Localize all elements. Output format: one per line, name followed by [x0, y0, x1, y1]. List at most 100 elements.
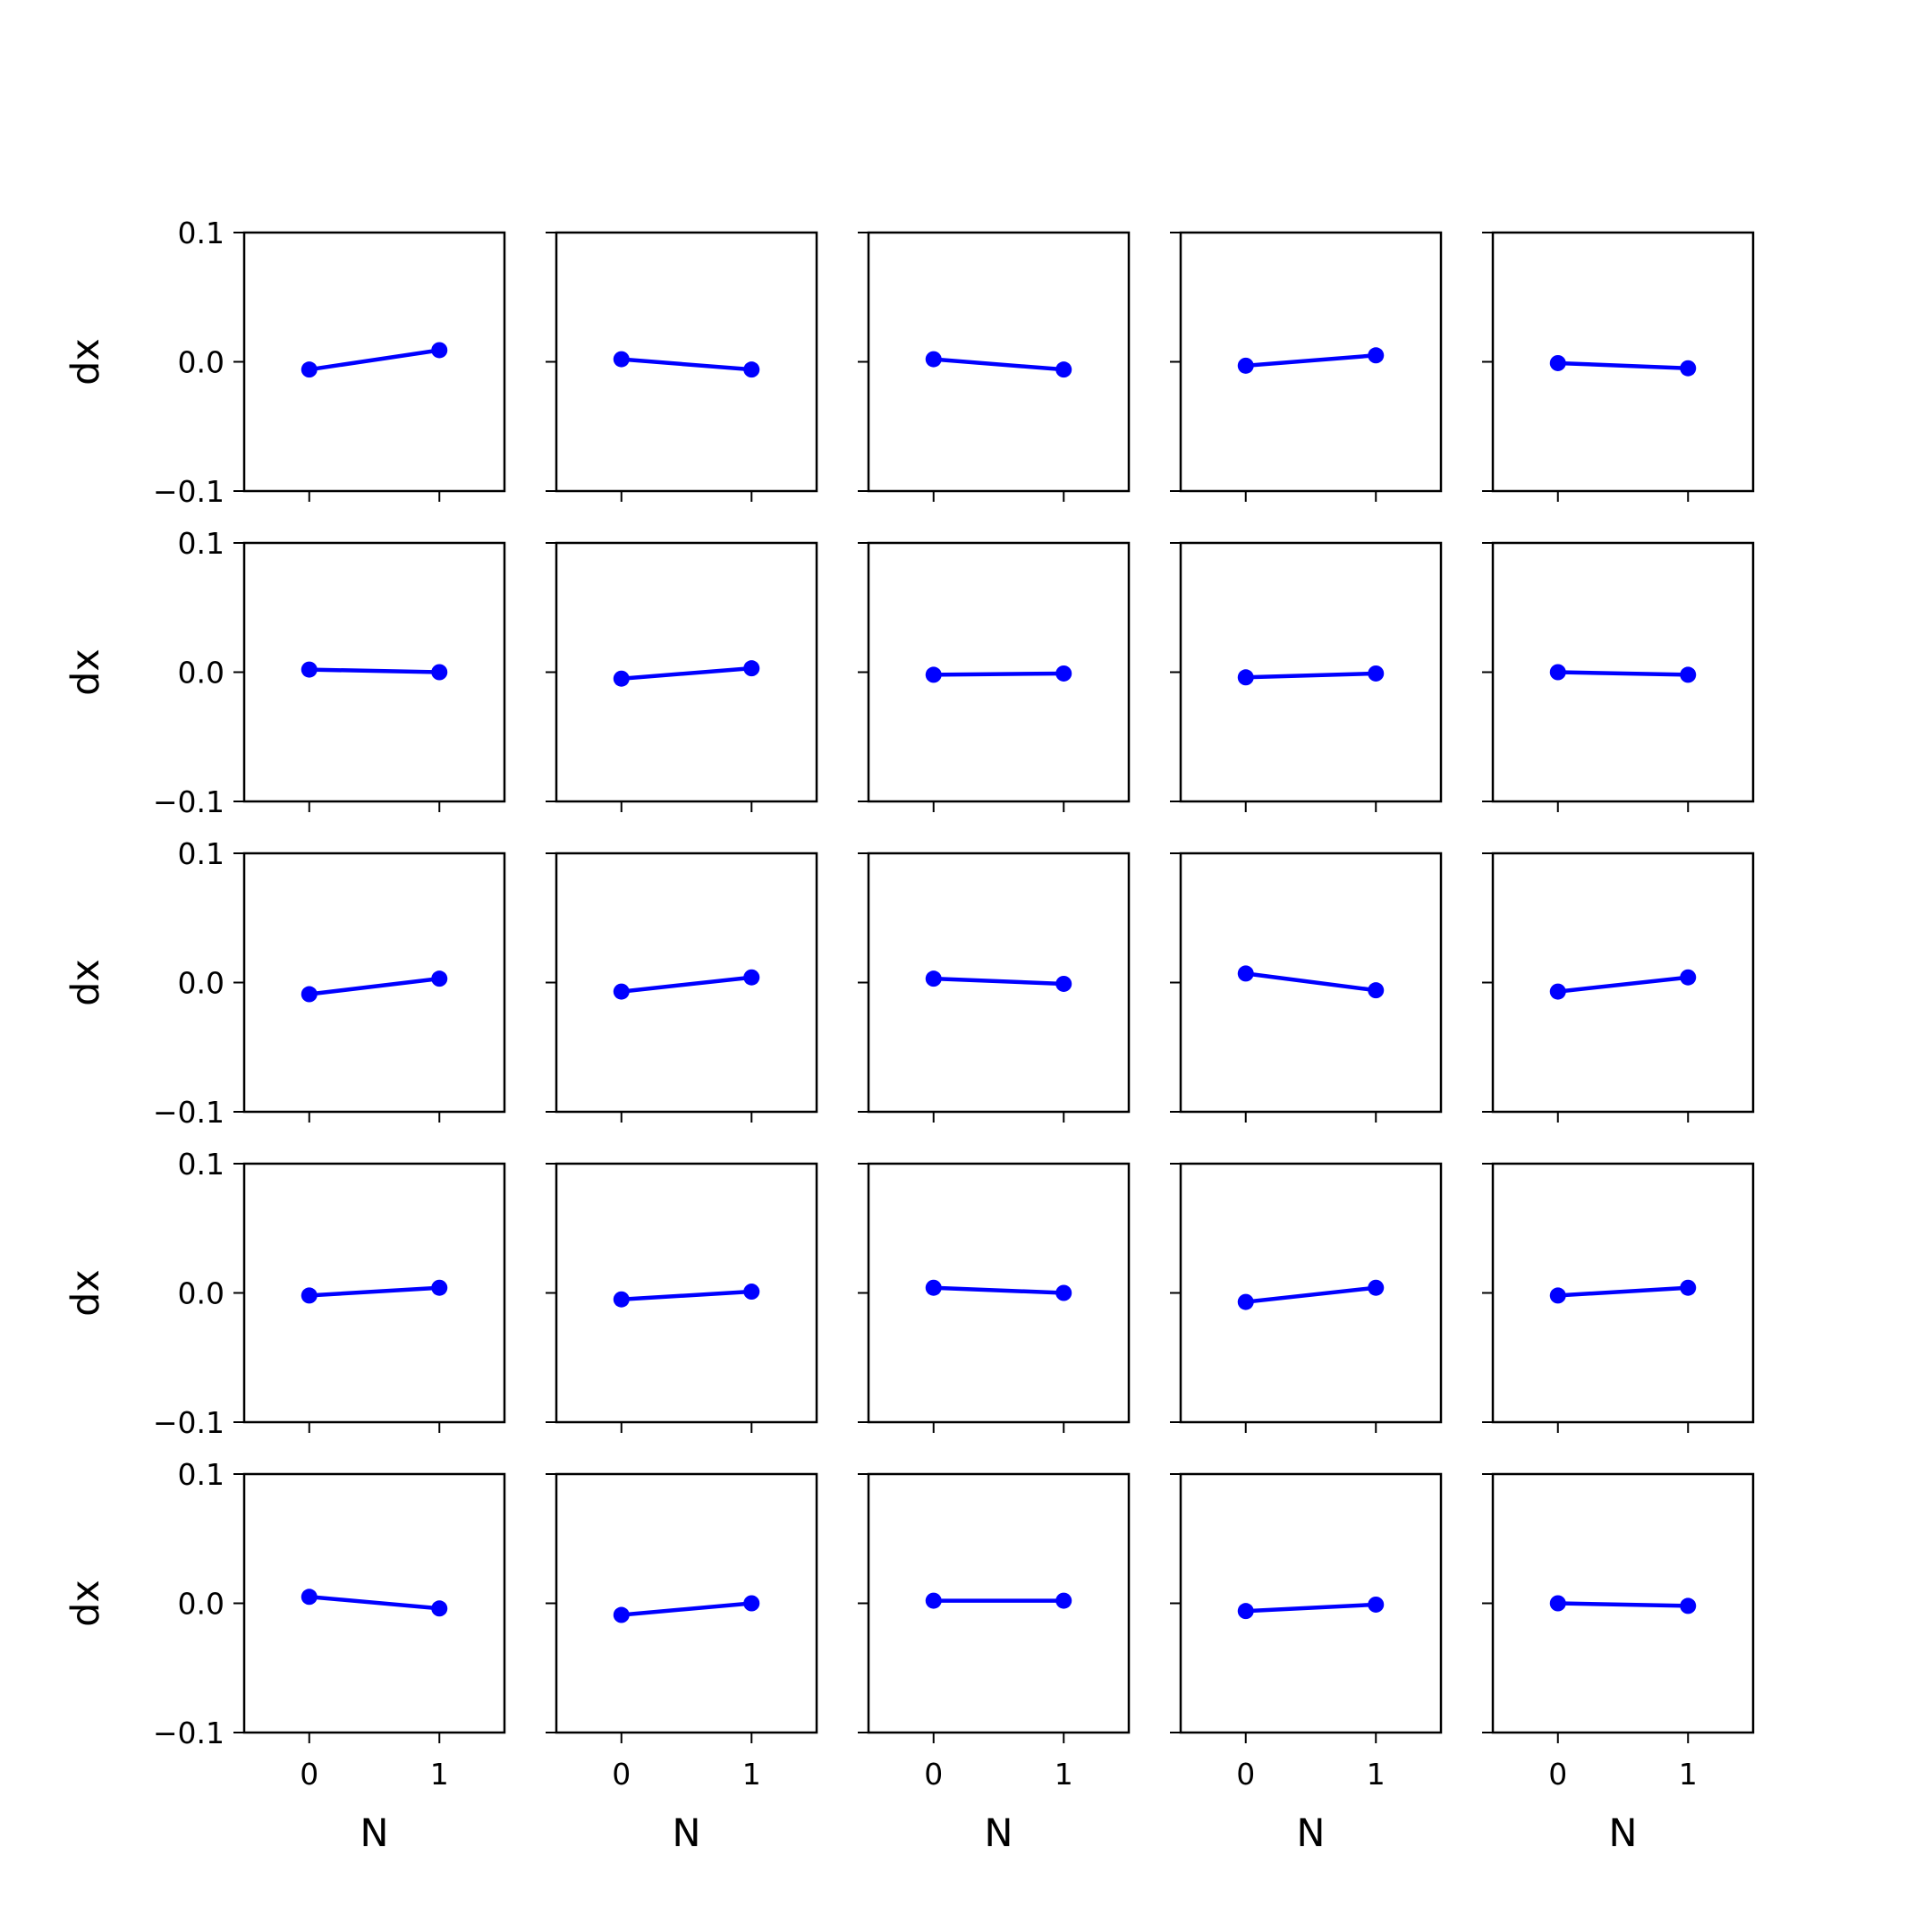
data-point [1368, 1279, 1385, 1296]
panel-r5-c1: −0.1 0.0 0.1 0 1 dx N [64, 1457, 506, 1856]
panel-r2-c1: −0.1 0.0 0.1 dx [64, 526, 506, 819]
data-point [1055, 665, 1072, 682]
series-line [933, 1285, 1064, 1295]
panel-r3-c5 [1482, 852, 1755, 1123]
data-point [1368, 665, 1385, 682]
data-point [925, 666, 942, 683]
series-line [621, 1289, 752, 1301]
data-point [925, 970, 942, 987]
panel-r4-c2 [546, 1162, 818, 1433]
y-tick-label: 0.0 [178, 1587, 225, 1622]
x-tick-label: 1 [1367, 1757, 1385, 1792]
panel-r5-c5: 0 1 N [1482, 1472, 1755, 1856]
panel-r2-c4 [1170, 541, 1443, 812]
data-point [613, 983, 630, 1000]
panel-r3-c3 [858, 852, 1131, 1123]
data-point [1055, 361, 1072, 378]
series-line [309, 348, 440, 372]
y-axis-title: dx [64, 959, 108, 1006]
data-point [301, 361, 318, 378]
y-tick-label: −0.1 [153, 1095, 225, 1130]
y-tick-label: 0.0 [178, 966, 225, 1001]
series-line [621, 975, 752, 994]
series-line [933, 976, 1064, 987]
y-axis-title: dx [64, 338, 108, 386]
y-tick-label: 0.1 [178, 1147, 225, 1182]
x-axis-title: N [360, 1811, 388, 1856]
data-point [431, 664, 448, 681]
x-axis-title: N [1608, 1811, 1637, 1856]
data-point [1549, 1595, 1566, 1612]
data-point [301, 1287, 318, 1304]
x-tick-label: 0 [612, 1757, 631, 1792]
panel-r1-c3 [858, 231, 1131, 502]
series-line [309, 1595, 440, 1611]
data-point [1549, 354, 1566, 371]
data-point [1549, 664, 1566, 681]
y-tick-label: 0.1 [178, 1457, 225, 1492]
panel-r1-c5 [1482, 231, 1755, 502]
data-point [1680, 969, 1697, 986]
series-line [309, 1285, 440, 1298]
data-point [1368, 982, 1385, 999]
data-point [925, 351, 942, 368]
panel-r5-c3: 0 1 N [858, 1472, 1131, 1856]
y-tick-label: 0.0 [178, 656, 225, 691]
series-line [1557, 975, 1689, 994]
panel-r5-c4: 0 1 N [1170, 1472, 1443, 1856]
x-tick-label: 1 [1679, 1757, 1698, 1792]
series-line [1557, 360, 1689, 370]
data-point [1237, 965, 1254, 982]
panel-r2-c3 [858, 541, 1131, 812]
series-line [309, 667, 440, 674]
data-point [613, 670, 630, 687]
data-point [301, 986, 318, 1003]
y-tick-label: −0.1 [153, 784, 225, 819]
series-line [1245, 671, 1377, 680]
x-axis-title: N [1296, 1811, 1325, 1856]
series-line [1557, 670, 1689, 677]
small-multiples-grid: −0.1 0.0 0.1 dx −0.1 0.0 0.1 dx −0.1 0.0 0.1 dx −0.1… [64, 216, 1755, 1856]
series-line [621, 1601, 752, 1617]
data-point [1237, 669, 1254, 686]
panel-r1-c4 [1170, 231, 1443, 502]
series-line [621, 357, 752, 372]
data-point [431, 1279, 448, 1296]
series-line [1557, 1601, 1689, 1608]
data-point [743, 660, 760, 677]
y-tick-label: 0.1 [178, 836, 225, 871]
y-axis-title: dx [64, 648, 108, 696]
panel-r3-c4 [1170, 852, 1443, 1123]
data-point [1055, 1284, 1072, 1301]
data-point [743, 1595, 760, 1612]
data-point [431, 342, 448, 359]
x-tick-label: 1 [430, 1757, 449, 1792]
series-line [1245, 1602, 1377, 1614]
data-point [743, 361, 760, 378]
data-point [431, 1600, 448, 1617]
data-point [1055, 975, 1072, 992]
data-point [925, 1279, 942, 1296]
panel-r1-c1: −0.1 0.0 0.1 dx [64, 216, 506, 509]
data-point [743, 969, 760, 986]
data-point [1055, 1592, 1072, 1609]
data-point [1237, 1293, 1254, 1310]
data-point [431, 970, 448, 987]
y-axis-title: dx [64, 1269, 108, 1317]
y-tick-label: −0.1 [153, 474, 225, 509]
panel-r4-c5 [1482, 1162, 1755, 1433]
x-tick-label: 1 [742, 1757, 761, 1792]
data-point [613, 351, 630, 368]
x-tick-label: 0 [300, 1757, 318, 1792]
y-tick-label: −0.1 [153, 1716, 225, 1750]
series-line [621, 665, 752, 681]
x-axis-title: N [672, 1811, 700, 1856]
y-tick-label: 0.1 [178, 216, 225, 250]
panel-r1-c2 [546, 231, 818, 502]
data-point [1680, 360, 1697, 377]
data-point [1680, 1597, 1697, 1614]
panel-r2-c2 [546, 541, 818, 812]
data-point [301, 1589, 318, 1606]
